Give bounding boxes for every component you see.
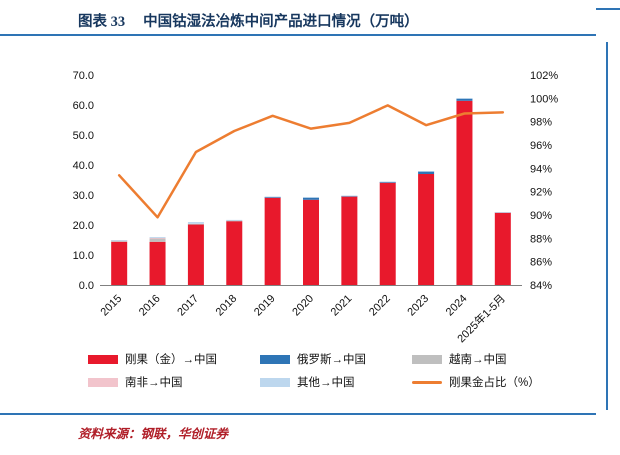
- adjacent-panel-divider: [596, 8, 620, 10]
- legend-swatch-vietnam: [412, 354, 442, 364]
- legend-item-southafrica: 南非→中国: [88, 374, 260, 390]
- svg-text:100%: 100%: [530, 93, 558, 105]
- svg-text:98%: 98%: [530, 117, 552, 129]
- svg-text:2024: 2024: [444, 293, 470, 319]
- svg-text:2021: 2021: [329, 293, 355, 319]
- svg-text:92%: 92%: [530, 187, 552, 199]
- svg-text:84%: 84%: [530, 280, 552, 292]
- chart-legend: 刚果（金）→中国 俄罗斯→中国 越南→中国 南非→中国 其他→中国 刚果金占比（…: [88, 351, 582, 390]
- svg-text:60.0: 60.0: [73, 100, 94, 112]
- chart-canvas: 0.0 10.0 20.0 30.0 40.0 50.0 60.0 70.0 84% 86% 88%…: [73, 70, 559, 345]
- legend-item-congo: 刚果（金）→中国: [88, 351, 260, 367]
- svg-text:102%: 102%: [530, 70, 558, 82]
- svg-text:2015: 2015: [99, 293, 125, 319]
- source-divider: [0, 413, 596, 415]
- legend-swatch-congo-share-line: [412, 380, 442, 384]
- svg-text:70.0: 70.0: [73, 70, 94, 82]
- svg-text:40.0: 40.0: [73, 160, 94, 172]
- title-divider: [0, 34, 596, 36]
- legend-label: 其他→中国: [297, 377, 355, 389]
- legend-swatch-russia: [260, 354, 290, 364]
- svg-text:88%: 88%: [530, 233, 552, 245]
- legend-label: 刚果金占比（%）: [449, 377, 540, 389]
- right-panel-border: [606, 42, 608, 410]
- legend-swatch-congo: [88, 354, 118, 364]
- legend-swatch-others: [260, 377, 290, 387]
- legend-item-russia: 俄罗斯→中国: [260, 351, 412, 367]
- legend-label: 刚果（金）→中国: [125, 354, 217, 366]
- svg-text:2019: 2019: [252, 293, 278, 319]
- chart-title: 图表 33 中国钴湿法冶炼中间产品进口情况（万吨）: [78, 10, 598, 31]
- legend-item-congo-share: 刚果金占比（%）: [412, 374, 582, 390]
- svg-text:0.0: 0.0: [79, 280, 94, 292]
- chart-number-label: 图表 33: [78, 14, 126, 30]
- legend-item-vietnam: 越南→中国: [412, 351, 582, 367]
- legend-swatch-southafrica: [88, 377, 118, 387]
- svg-text:2023: 2023: [405, 293, 431, 319]
- legend-label: 越南→中国: [449, 354, 507, 366]
- svg-text:2020: 2020: [290, 293, 316, 319]
- svg-text:2017: 2017: [175, 293, 201, 319]
- svg-text:30.0: 30.0: [73, 190, 94, 202]
- legend-label: 俄罗斯→中国: [297, 354, 366, 366]
- svg-text:2018: 2018: [214, 293, 240, 319]
- chart-title-text: 中国钴湿法冶炼中间产品进口情况（万吨）: [143, 14, 419, 30]
- svg-text:50.0: 50.0: [73, 130, 94, 142]
- svg-text:10.0: 10.0: [73, 250, 94, 262]
- svg-text:20.0: 20.0: [73, 220, 94, 232]
- legend-label: 南非→中国: [125, 377, 183, 389]
- legend-item-others: 其他→中国: [260, 374, 412, 390]
- svg-text:90%: 90%: [530, 210, 552, 222]
- svg-text:2016: 2016: [137, 293, 163, 319]
- svg-text:2022: 2022: [367, 293, 393, 319]
- svg-text:94%: 94%: [530, 163, 552, 175]
- svg-text:86%: 86%: [530, 257, 552, 269]
- svg-text:96%: 96%: [530, 140, 552, 152]
- source-note: 资料来源：钢联，华创证券: [78, 427, 229, 441]
